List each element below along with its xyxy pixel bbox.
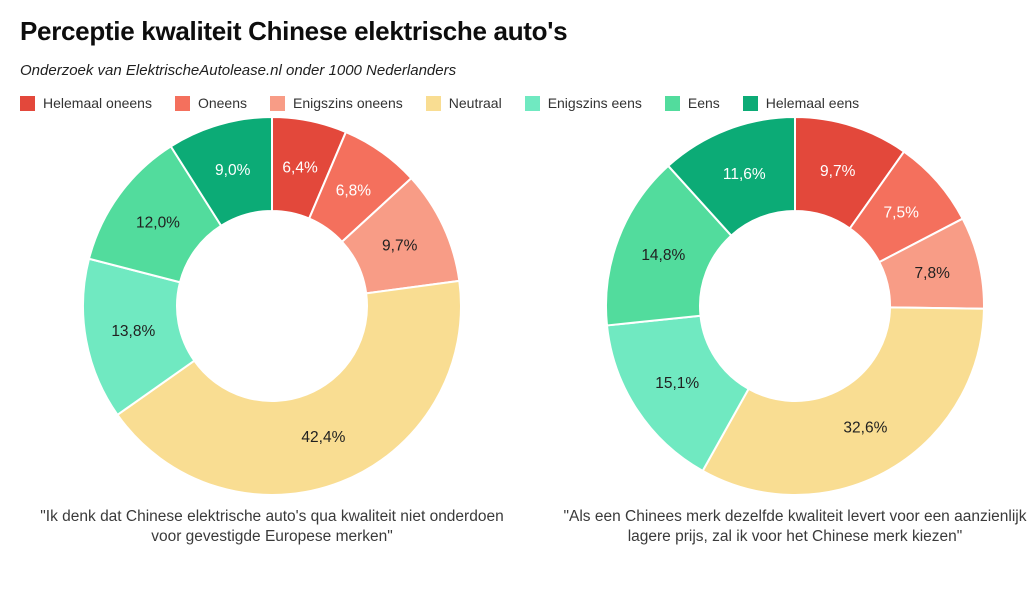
slice-value-label: 15,1% bbox=[655, 375, 699, 392]
slice-value-label: 7,5% bbox=[884, 205, 920, 222]
legend-item-label: Helemaal oneens bbox=[43, 95, 152, 111]
legend-item-label: Enigszins eens bbox=[547, 95, 642, 111]
legend-item-label: Helemaal eens bbox=[765, 95, 860, 111]
legend-swatch-icon bbox=[742, 95, 758, 111]
legend-item-label: Enigszins oneens bbox=[293, 95, 403, 111]
pie-slice-helemaal-eens bbox=[169, 116, 273, 227]
slice-value-label: 12,0% bbox=[136, 215, 180, 232]
slice-value-label: 14,8% bbox=[641, 247, 685, 264]
slice-value-label: 9,7% bbox=[820, 163, 856, 180]
slice-value-label: 42,4% bbox=[301, 429, 345, 446]
legend: Helemaal oneens Oneens Enigszins oneens Neu… bbox=[20, 95, 1013, 111]
slice-value-label: 9,0% bbox=[215, 162, 251, 179]
slice-value-label: 7,8% bbox=[915, 265, 951, 282]
donut-chart-2: 9,7% 7,5% 7,8% 32,6% 15,1% 14,8% 11,6% "Als een… bbox=[545, 111, 1033, 548]
pie-slice-helemaal-eens bbox=[667, 116, 796, 237]
slice-value-label: 9,7% bbox=[382, 238, 418, 255]
slice-value-label: 13,8% bbox=[111, 323, 155, 340]
slice-value-label: 32,6% bbox=[843, 420, 887, 437]
slice-value-label: 6,8% bbox=[336, 182, 372, 199]
pie-slice-neutraal bbox=[701, 306, 985, 496]
page-subtitle: Onderzoek van ElektrischeAutolease.nl on… bbox=[20, 62, 457, 79]
legend-swatch-icon bbox=[174, 95, 190, 111]
legend-swatch-icon bbox=[664, 95, 680, 111]
legend-item-7: Helemaal eens bbox=[742, 95, 860, 111]
legend-item-2: Oneens bbox=[174, 95, 248, 111]
legend-item-5: Enigszins eens bbox=[524, 95, 642, 111]
donut-svg-2: 9,7% 7,5% 7,8% 32,6% 15,1% 14,8% 11,6% bbox=[605, 116, 985, 496]
page-title: Perceptie kwaliteit Chinese elektrische … bbox=[20, 16, 568, 46]
legend-swatch-icon bbox=[524, 95, 540, 111]
chart-caption-2: "Als een Chinees merk dezelfde kwaliteit… bbox=[563, 508, 1027, 546]
legend-item-3: Enigszins oneens bbox=[270, 95, 403, 111]
legend-item-4: Neutraal bbox=[425, 95, 502, 111]
legend-item-label: Eens bbox=[687, 95, 720, 111]
legend-swatch-icon bbox=[270, 95, 286, 111]
slice-value-label: 6,4% bbox=[282, 159, 318, 176]
donut-svg-1: 6,4% 6,8% 9,7% 42,4% 13,8% 12,0% 9,0% bbox=[82, 116, 462, 496]
slice-value-label: 11,6% bbox=[723, 166, 766, 183]
pie-slice-neutraal bbox=[116, 279, 462, 496]
donut-chart-1: 6,4% 6,8% 9,7% 42,4% 13,8% 12,0% 9,0% "Ik denk … bbox=[22, 111, 522, 548]
legend-item-label: Neutraal bbox=[448, 95, 502, 111]
legend-swatch-icon bbox=[425, 95, 441, 111]
pie-slice-eens bbox=[605, 164, 733, 327]
legend-item-label: Oneens bbox=[197, 95, 248, 111]
legend-swatch-icon bbox=[20, 95, 35, 111]
chart-caption-1: "Ik denk dat Chinese elektrische auto's … bbox=[40, 508, 504, 546]
charts-row: 6,4% 6,8% 9,7% 42,4% 13,8% 12,0% 9,0% "Ik denk … bbox=[0, 111, 1033, 581]
legend-item-1: Helemaal oneens bbox=[20, 95, 152, 111]
legend-item-6: Eens bbox=[664, 95, 720, 111]
chart-header: Perceptie kwaliteit Chinese elektrische … bbox=[0, 0, 1033, 111]
